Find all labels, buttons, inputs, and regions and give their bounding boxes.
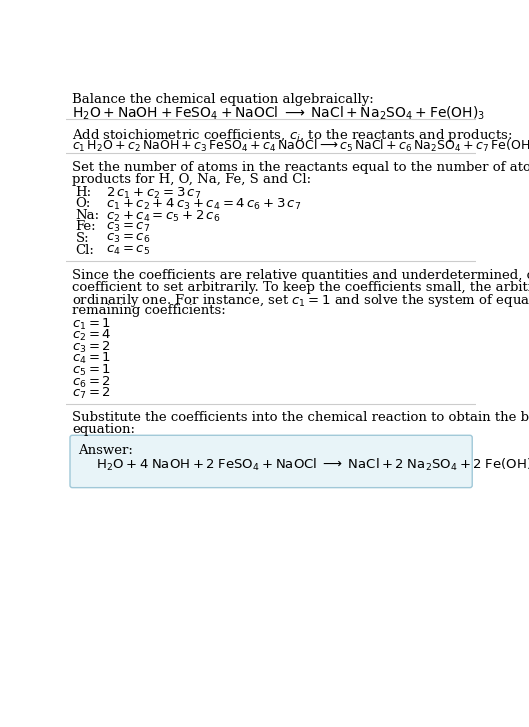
Text: $c_2 + c_4 = c_5 + 2\,c_6$: $c_2 + c_4 = c_5 + 2\,c_6$	[106, 209, 221, 224]
Text: $c_7 = 2$: $c_7 = 2$	[72, 386, 111, 401]
Text: $c_6 = 2$: $c_6 = 2$	[72, 374, 111, 390]
FancyBboxPatch shape	[70, 435, 472, 488]
Text: S:: S:	[76, 232, 89, 245]
Text: $c_1 = 1$: $c_1 = 1$	[72, 317, 112, 332]
Text: H:: H:	[76, 186, 92, 198]
Text: $c_2 = 4$: $c_2 = 4$	[72, 329, 112, 343]
Text: $c_4 = c_5$: $c_4 = c_5$	[106, 244, 151, 257]
Text: Balance the chemical equation algebraically:: Balance the chemical equation algebraica…	[72, 92, 374, 105]
Text: Add stoichiometric coefficients, $c_i$, to the reactants and products:: Add stoichiometric coefficients, $c_i$, …	[72, 126, 513, 143]
Text: $\mathrm{H_2O + NaOH + FeSO_4 + NaOCl}$$\;\longrightarrow\;$$\mathrm{NaCl + Na_2: $\mathrm{H_2O + NaOH + FeSO_4 + NaOCl}$$…	[72, 104, 486, 121]
Text: Since the coefficients are relative quantities and underdetermined, choose a: Since the coefficients are relative quan…	[72, 269, 529, 282]
Text: products for H, O, Na, Fe, S and Cl:: products for H, O, Na, Fe, S and Cl:	[72, 173, 312, 185]
Text: Cl:: Cl:	[76, 244, 94, 257]
Text: $c_1 + c_2 + 4\,c_3 + c_4 = 4\,c_6 + 3\,c_7$: $c_1 + c_2 + 4\,c_3 + c_4 = 4\,c_6 + 3\,…	[106, 197, 302, 212]
Text: $\mathrm{H_2O + 4\;NaOH + 2\;FeSO_4 + NaOCl}$$\;\longrightarrow\;$$\mathrm{NaCl : $\mathrm{H_2O + 4\;NaOH + 2\;FeSO_4 + Na…	[96, 457, 529, 473]
Text: $c_3 = c_7$: $c_3 = c_7$	[106, 220, 151, 233]
Text: O:: O:	[76, 197, 91, 210]
Text: Substitute the coefficients into the chemical reaction to obtain the balanced: Substitute the coefficients into the che…	[72, 411, 529, 425]
Text: Set the number of atoms in the reactants equal to the number of atoms in the: Set the number of atoms in the reactants…	[72, 161, 529, 174]
Text: Na:: Na:	[76, 209, 99, 222]
Text: $c_5 = 1$: $c_5 = 1$	[72, 363, 112, 378]
Text: Answer:: Answer:	[78, 443, 133, 457]
Text: equation:: equation:	[72, 423, 135, 436]
Text: $c_1\,\mathrm{H_2O} + c_2\,\mathrm{NaOH} + c_3\,\mathrm{FeSO_4} + c_4\,\mathrm{N: $c_1\,\mathrm{H_2O} + c_2\,\mathrm{NaOH}…	[72, 138, 529, 154]
Text: remaining coefficients:: remaining coefficients:	[72, 304, 226, 317]
Text: $c_3 = c_6$: $c_3 = c_6$	[106, 232, 151, 245]
Text: coefficient to set arbitrarily. To keep the coefficients small, the arbitrary va: coefficient to set arbitrarily. To keep …	[72, 281, 529, 294]
Text: $c_4 = 1$: $c_4 = 1$	[72, 351, 112, 366]
Text: $c_3 = 2$: $c_3 = 2$	[72, 340, 111, 355]
Text: $2\,c_1 + c_2 = 3\,c_7$: $2\,c_1 + c_2 = 3\,c_7$	[106, 186, 202, 201]
Text: ordinarily one. For instance, set $c_1 = 1$ and solve the system of equations fo: ordinarily one. For instance, set $c_1 =…	[72, 292, 529, 309]
Text: Fe:: Fe:	[76, 220, 96, 233]
